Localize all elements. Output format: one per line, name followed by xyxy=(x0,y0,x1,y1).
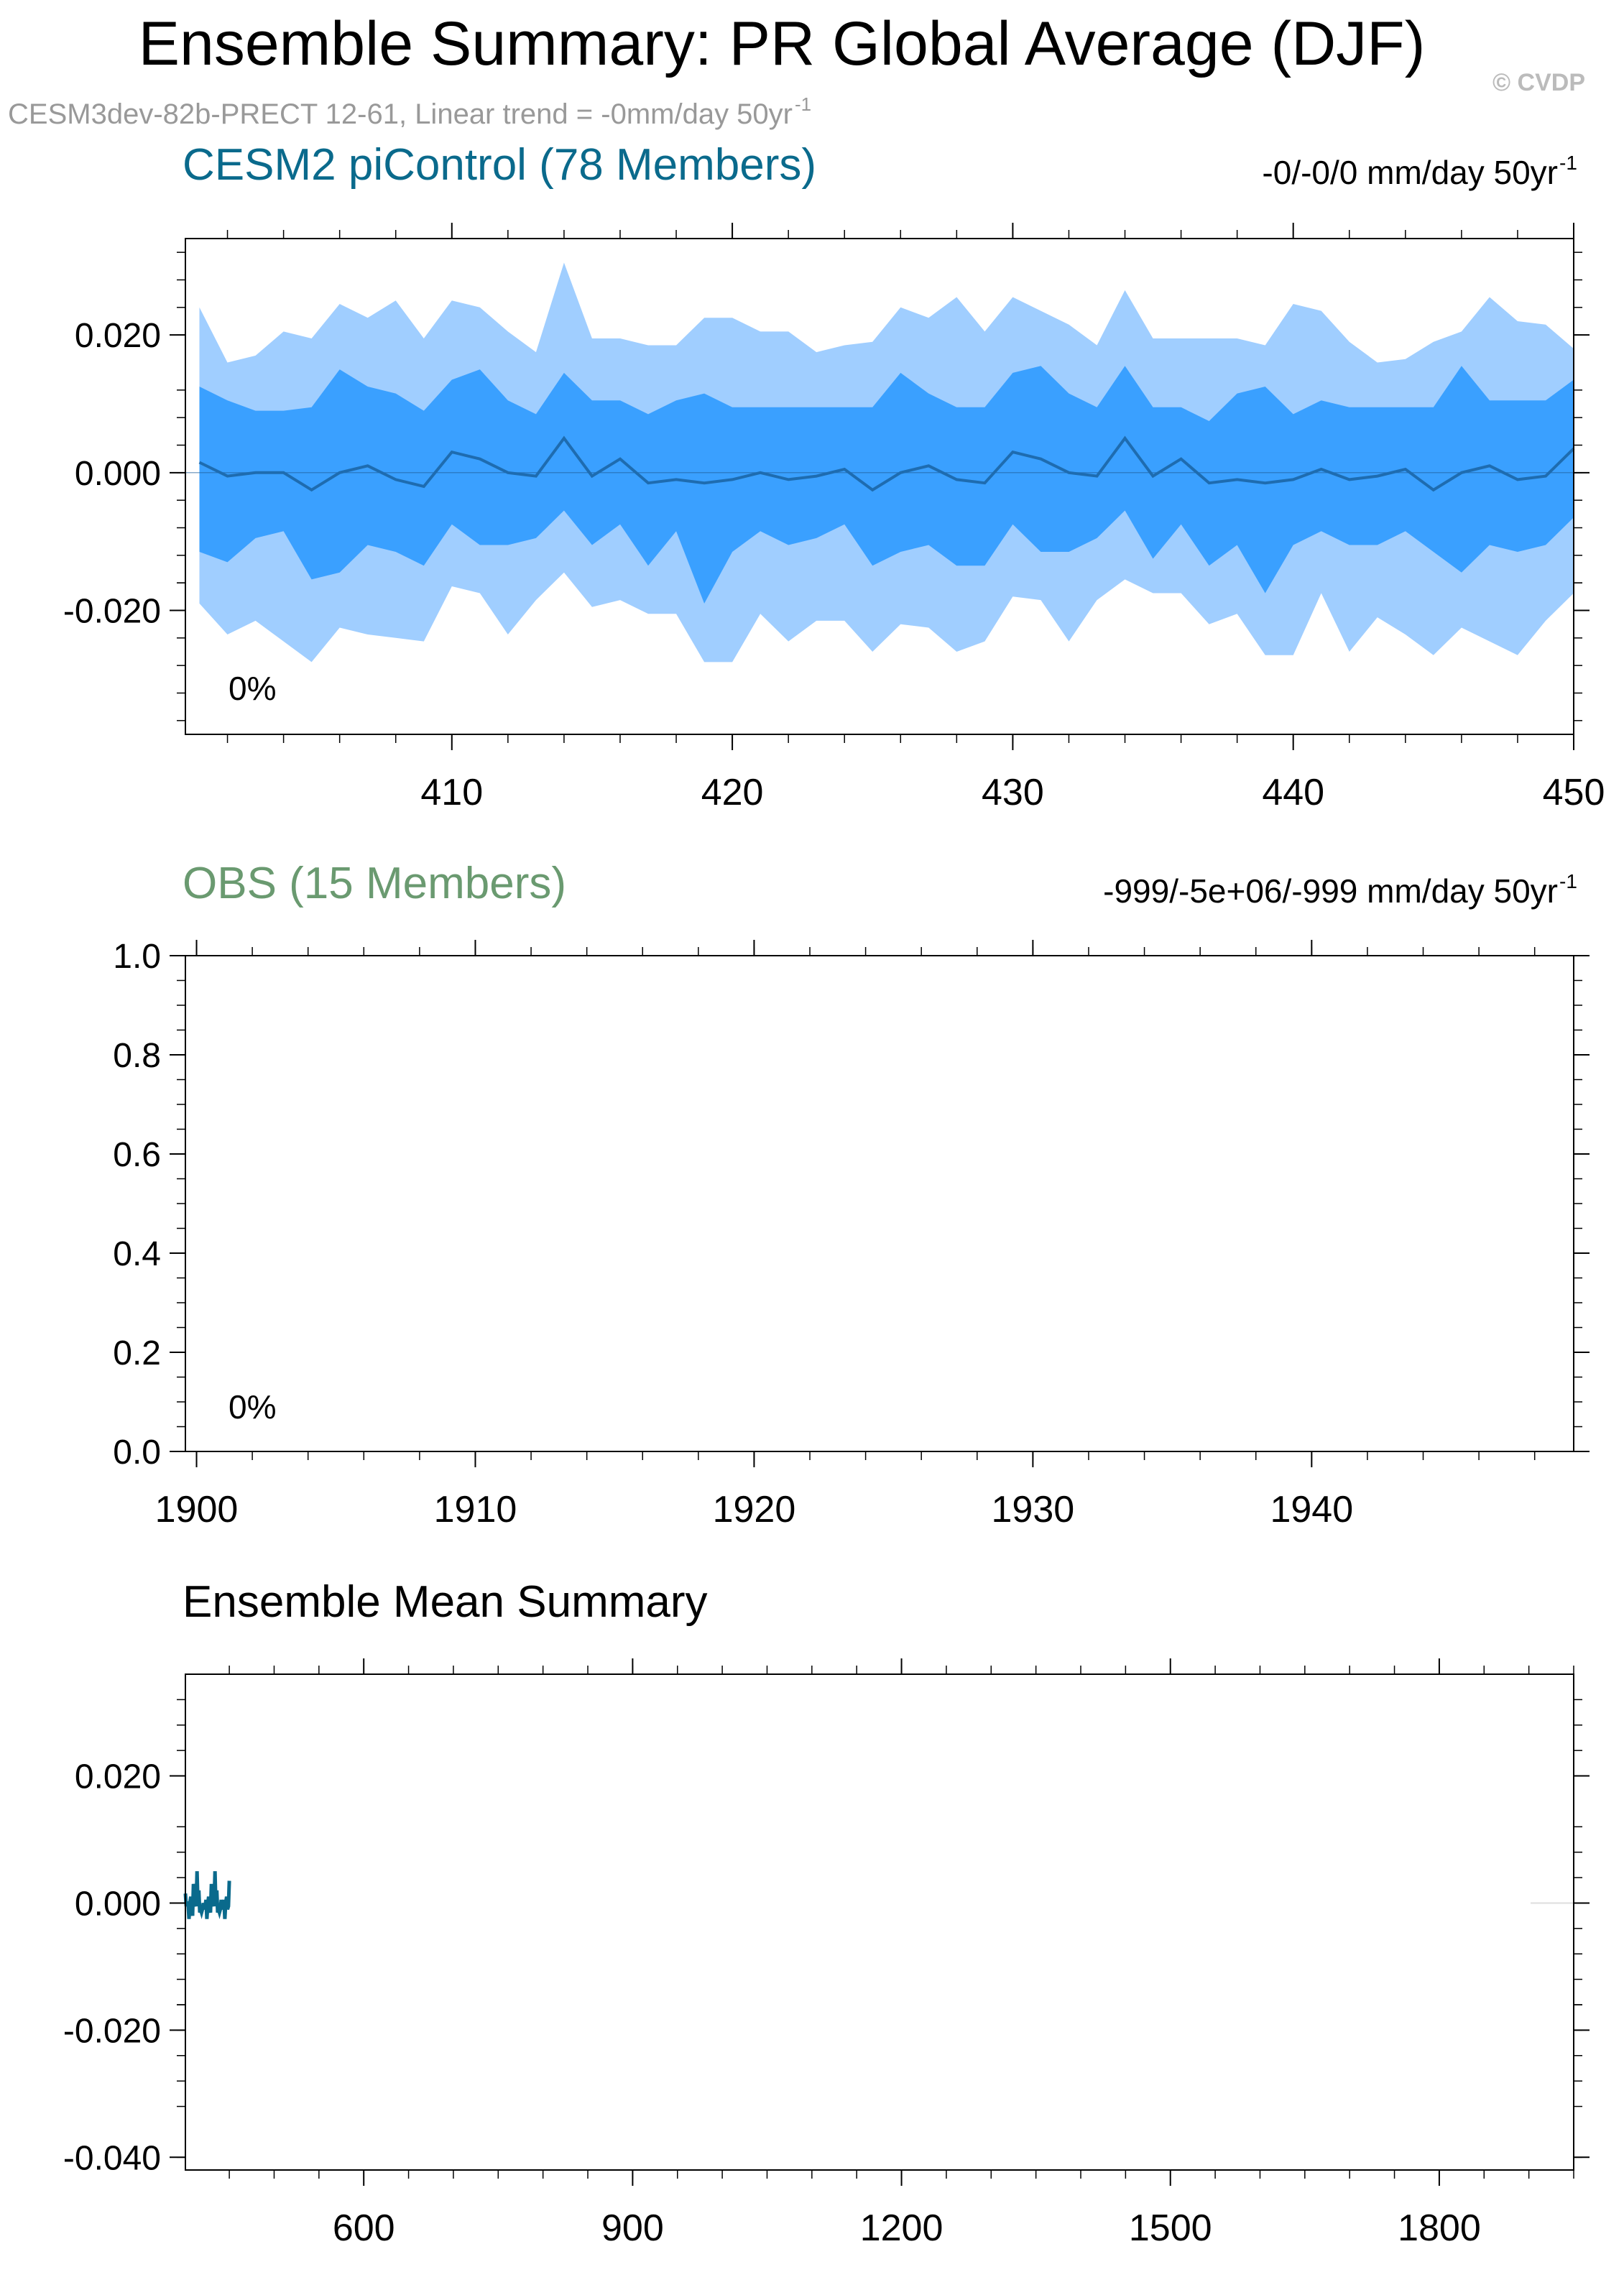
model-trend-label: -0/-0/0 mm/day 50yr xyxy=(1262,154,1558,191)
x-tick-label: 1920 xyxy=(713,1489,796,1530)
x-tick-label: 420 xyxy=(701,772,764,813)
x-tick-label: 410 xyxy=(420,772,483,813)
watermark: © CVDP xyxy=(1492,69,1585,96)
summary-axes: 0.020 0.000 -0.020 -0.040 600 900 1200 1500 1800 xyxy=(63,1658,1590,2249)
ensemble-10-90-band xyxy=(199,366,1574,604)
summary-plot-area xyxy=(183,1871,1574,1919)
obs-axes: 1.0 0.8 0.6 0.4 0.2 0.0 1900 1910 1920 1930 1940 xyxy=(113,938,1590,1530)
ensemble-mean-summary-line xyxy=(183,1871,231,1919)
y-tick-label: 0.020 xyxy=(75,1758,161,1796)
x-tick-label: 900 xyxy=(601,2207,664,2249)
model-plot-area xyxy=(185,262,1575,662)
y-tick-label: 0.000 xyxy=(75,455,161,493)
obs-trend-sup: -1 xyxy=(1559,870,1577,892)
model-percent-annotation: 0% xyxy=(229,670,276,707)
y-tick-label: 1.0 xyxy=(113,938,161,976)
y-tick-label: 0.4 xyxy=(113,1235,161,1273)
y-tick-label: 0.020 xyxy=(75,317,161,355)
y-tick-label: -0.020 xyxy=(63,593,161,631)
ensemble-mean-line xyxy=(198,435,1575,492)
summary-panel: Ensemble Mean Summary 0.020 0.000 -0.020 -0… xyxy=(63,1577,1590,2249)
figure-subtitle: CESM3dev-82b-PRECT 12-61, Linear trend =… xyxy=(8,98,793,130)
x-tick-label: 1940 xyxy=(1270,1489,1353,1530)
y-tick-label: 0.2 xyxy=(113,1334,161,1372)
x-tick-label: 1900 xyxy=(155,1489,239,1530)
figure-subtitle-sup: -1 xyxy=(795,93,811,115)
model-axes: 0.020 0.000 -0.020 410 420 430 440 450 xyxy=(63,223,1605,813)
obs-panel-title: OBS (15 Members) xyxy=(183,859,566,908)
y-tick-label: 0.0 xyxy=(113,1433,161,1472)
x-tick-label: 440 xyxy=(1262,772,1324,813)
x-tick-label: 1500 xyxy=(1129,2207,1212,2249)
obs-panel: OBS (15 Members) -999/-5e+06/-999 mm/day… xyxy=(113,859,1590,1530)
x-tick-label: 600 xyxy=(333,2207,395,2249)
x-tick-label: 450 xyxy=(1543,772,1605,813)
x-tick-label: 1200 xyxy=(860,2207,944,2249)
model-trend-sup: -1 xyxy=(1559,152,1577,174)
plot-frame xyxy=(185,955,1574,1452)
y-tick-label: 0.000 xyxy=(75,1885,161,1923)
model-panel: CESM2 piControl (78 Members) -0/-0/0 mm/… xyxy=(63,140,1605,813)
x-tick-label: 1930 xyxy=(992,1489,1075,1530)
x-tick-label: 430 xyxy=(982,772,1044,813)
y-tick-label: 0.6 xyxy=(113,1136,161,1174)
figure-title: Ensemble Summary: PR Global Average (DJF… xyxy=(139,9,1426,78)
plot-frame xyxy=(185,238,1574,735)
x-tick-label: 1800 xyxy=(1398,2207,1481,2249)
model-panel-title: CESM2 piControl (78 Members) xyxy=(183,140,816,190)
y-tick-label: -0.020 xyxy=(63,2012,161,2050)
y-tick-label: 0.8 xyxy=(113,1037,161,1075)
summary-panel-title: Ensemble Mean Summary xyxy=(183,1577,708,1627)
y-tick-label: -0.040 xyxy=(63,2139,161,2177)
obs-trend-label: -999/-5e+06/-999 mm/day 50yr xyxy=(1103,872,1558,910)
plot-frame xyxy=(185,1673,1574,2171)
x-tick-label: 1910 xyxy=(434,1489,517,1530)
obs-percent-annotation: 0% xyxy=(229,1388,276,1426)
subtitle-text: CESM3dev-82b-PRECT 12-61, Linear trend =… xyxy=(8,98,793,130)
